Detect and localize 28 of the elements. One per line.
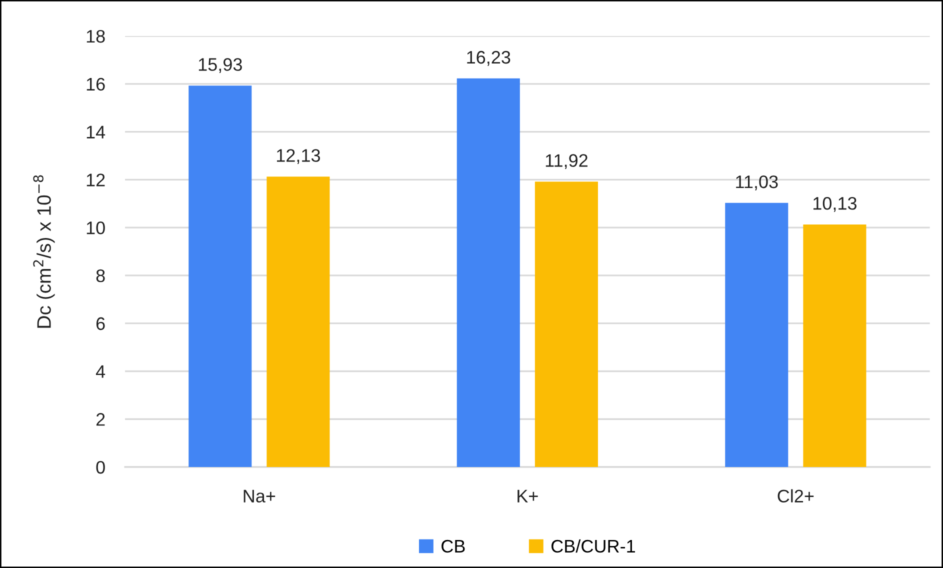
- y-tick-label: 10: [86, 222, 105, 234]
- data-label: 16,23: [467, 50, 510, 66]
- y-tick-label: 6: [96, 317, 105, 330]
- y-tick-label: 4: [96, 365, 106, 378]
- data-label: 11,92: [546, 154, 588, 170]
- legend-label: CB/CUR-1: [552, 539, 635, 553]
- y-tick-label: 2: [96, 413, 105, 426]
- y-tick-label: 18: [86, 30, 105, 43]
- bar: [456, 78, 520, 468]
- y-tick-label: 8: [96, 269, 105, 282]
- y-tick-label: 12: [86, 174, 105, 186]
- y-tick-label: 0: [96, 460, 105, 474]
- bar: [534, 182, 598, 468]
- y-tick-label: 14: [86, 126, 106, 138]
- data-label: 15,93: [198, 58, 242, 74]
- data-label: 11,03: [736, 175, 778, 190]
- data-label: 12,13: [276, 149, 320, 164]
- y-tick-label: 16: [86, 78, 105, 91]
- legend-label: CB: [442, 540, 465, 553]
- bar: [725, 202, 788, 468]
- bar: [803, 224, 866, 468]
- data-label: 10,13: [813, 196, 857, 212]
- bar: [266, 176, 330, 468]
- bar: [188, 86, 252, 468]
- x-tick-label: Na+: [244, 490, 276, 502]
- x-tick-label: Cl2+: [778, 489, 814, 502]
- x-tick-label: K+: [518, 490, 538, 502]
- y-axis-title: Dc (cm$^{2}$/s) x 10$^{−8}$: [33, 175, 55, 328]
